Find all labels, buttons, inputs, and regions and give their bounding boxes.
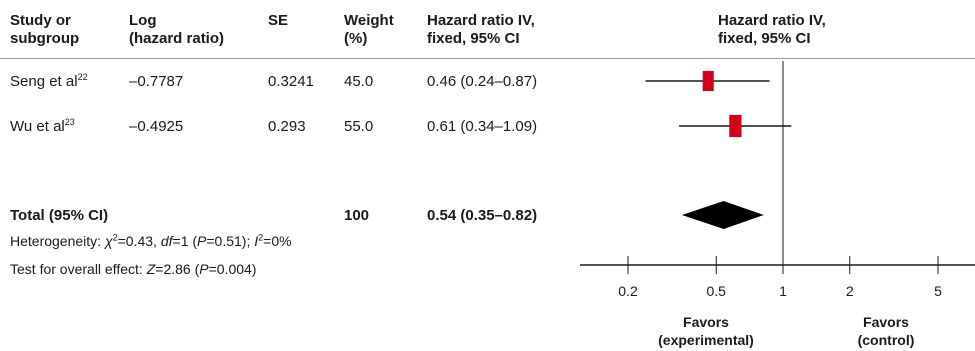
overall-effect-text: Test for overall effect: Z=2.86 (P=0.004… <box>10 261 257 277</box>
study-se: 0.3241 <box>268 73 314 90</box>
total-label: Total (95% CI) <box>10 207 109 224</box>
header-log-hr: Log (hazard ratio) <box>129 12 225 47</box>
heterogeneity-text: Heterogeneity: χ2=0.43, df=1 (P=0.51); I… <box>10 232 292 249</box>
study-point-square <box>729 114 742 138</box>
header-study: Study or subgroup <box>10 12 80 47</box>
header-weight: Weight (%) <box>344 12 394 47</box>
study-point-square <box>702 70 714 92</box>
x-tick-label: 0.2 <box>618 283 638 299</box>
pooled-diamond <box>681 201 764 229</box>
header-divider <box>0 58 975 59</box>
x-tick-label: 1 <box>779 283 787 299</box>
study-log-hr: –0.7787 <box>129 73 184 90</box>
study-marks <box>645 70 792 138</box>
study-name: Wu et al23 <box>10 117 75 136</box>
header-hazard-ratio: Hazard ratio IV, fixed, 95% CI <box>427 12 535 47</box>
x-tick-label: 2 <box>846 283 854 299</box>
study-ci-text: 0.61 (0.34–1.09) <box>427 118 538 135</box>
study-weight: 45.0 <box>344 73 374 90</box>
study-log-hr: –0.4925 <box>129 118 184 135</box>
favors-experimental-label: Favors (experimental) <box>658 314 754 348</box>
study-ci-text: 0.46 (0.24–0.87) <box>427 73 538 90</box>
study-weight: 55.0 <box>344 118 374 135</box>
x-tick-label: 5 <box>934 283 942 299</box>
x-tick-label: 0.5 <box>707 283 727 299</box>
x-axis-ticks: 0.2 0.5 1 2 5 <box>618 256 942 299</box>
study-name: Seng et al22 <box>10 72 88 91</box>
total-weight: 100 <box>344 207 370 224</box>
study-se: 0.293 <box>268 118 306 135</box>
header-plot: Hazard ratio IV, fixed, 95% CI <box>718 12 826 47</box>
total-ci-text: 0.54 (0.35–0.82) <box>427 207 538 224</box>
favors-control-label: Favors (control) <box>857 314 915 348</box>
header-se: SE <box>268 12 289 29</box>
